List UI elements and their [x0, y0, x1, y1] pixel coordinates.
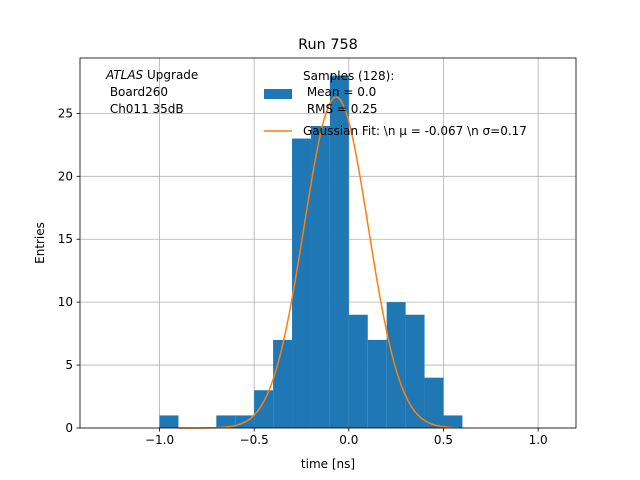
legend-hist-line-3: RMS = 0.25 — [303, 102, 378, 116]
histogram-bar — [159, 415, 179, 428]
histogram-bar — [216, 415, 236, 428]
y-tick-label: 0 — [65, 421, 73, 435]
histogram-bar — [329, 75, 349, 428]
x-tick-label: 0.0 — [339, 433, 358, 447]
histogram-bar — [386, 302, 406, 428]
x-axis-label: time [ns] — [301, 457, 355, 471]
histogram-bar — [367, 339, 387, 428]
x-tick-label: −1.0 — [145, 433, 174, 447]
annotation-line-1: ATLAS Upgrade — [105, 68, 198, 82]
y-tick-label: 10 — [58, 295, 73, 309]
chart-title: Run 758 — [298, 37, 358, 53]
y-axis-ticks: 0 5 10 15 20 25 — [58, 106, 80, 435]
annotation-line-3: Ch011 35dB — [106, 102, 184, 116]
histogram-bar — [424, 377, 444, 428]
legend-histogram-patch — [264, 89, 292, 99]
annotation-line-2: Board260 — [106, 85, 168, 99]
y-tick-label: 20 — [58, 169, 73, 183]
x-axis-ticks: −1.0 −0.5 0.0 0.5 1.0 — [145, 428, 548, 447]
annotation-upgrade: Upgrade — [143, 68, 198, 82]
y-tick-label: 5 — [65, 358, 73, 372]
legend: Samples (128): Mean = 0.0 RMS = 0.25 Gau… — [264, 69, 527, 138]
histogram-bar — [405, 314, 425, 428]
legend-hist-line-1: Samples (128): — [303, 69, 394, 83]
x-tick-label: −0.5 — [240, 433, 269, 447]
atlas-annotation: ATLAS Upgrade Board260 Ch011 35dB — [105, 68, 198, 116]
annotation-atlas: ATLAS — [105, 68, 144, 82]
plot-frame — [79, 57, 577, 429]
histogram-bar — [348, 314, 368, 428]
histogram-bar — [310, 125, 330, 429]
legend-hist-line-2: Mean = 0.0 — [303, 85, 376, 99]
x-tick-label: 1.0 — [529, 433, 548, 447]
y-axis-label: Entries — [33, 222, 47, 264]
histogram-bar — [273, 339, 293, 428]
histogram-bar — [254, 390, 274, 428]
x-tick-label: 0.5 — [434, 433, 453, 447]
gaussian-fit-curve — [178, 96, 459, 429]
y-tick-label: 25 — [58, 106, 73, 120]
legend-fit-label: Gaussian Fit: \n μ = -0.067 \n σ=0.17 — [303, 124, 527, 138]
y-tick-label: 15 — [58, 232, 73, 246]
histogram-bar — [443, 415, 463, 428]
